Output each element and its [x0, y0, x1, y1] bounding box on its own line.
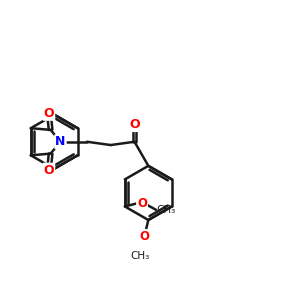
- Text: CH₃: CH₃: [131, 251, 150, 261]
- Text: O: O: [129, 118, 140, 131]
- Text: O: O: [140, 230, 149, 243]
- Text: O: O: [44, 164, 54, 177]
- Text: CH₃: CH₃: [157, 205, 176, 215]
- Text: N: N: [55, 135, 66, 148]
- Text: O: O: [137, 197, 147, 210]
- Text: O: O: [44, 107, 54, 120]
